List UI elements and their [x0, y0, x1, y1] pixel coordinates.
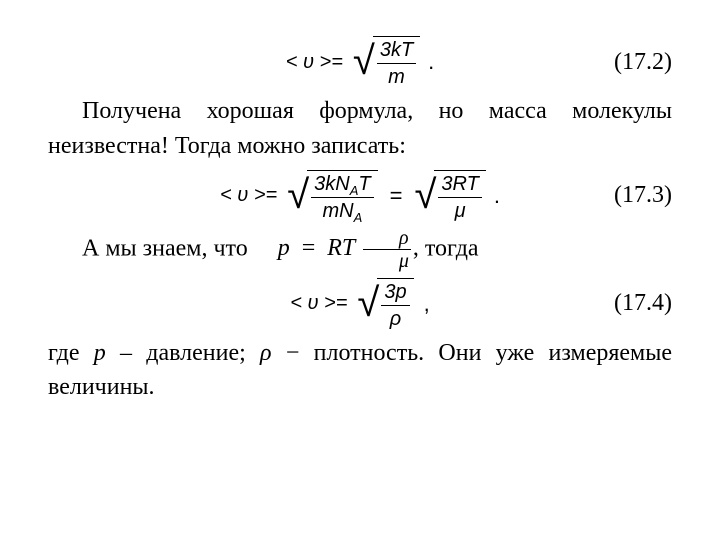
- fraction: 3kNAT mNA: [311, 173, 373, 222]
- paragraph-2: А мы знаем, что p = RT ρ μ , тогда: [48, 228, 672, 272]
- numerator: ρ: [363, 228, 411, 250]
- eq-lhs: < υ >=: [220, 184, 281, 207]
- page-body: < υ >= √ 3kT m . (17.2) Получена хорошая…: [0, 0, 720, 431]
- equals-sign: =: [296, 235, 322, 261]
- den-part: mN: [322, 200, 353, 222]
- equation-17-4: < υ >= √ 3p ρ , (17.4): [48, 278, 672, 330]
- equation-17-3: < υ >= √ 3kNAT mNA =: [48, 170, 672, 222]
- radicand: 3p ρ: [377, 278, 413, 330]
- sqrt-symbol: √ 3kNAT mNA: [287, 170, 377, 222]
- sqrt-symbol: √ 3kT m: [353, 36, 420, 88]
- inline-equation: p = RT ρ μ ,: [278, 235, 425, 261]
- equation-17-2: < υ >= √ 3kT m . (17.2): [48, 36, 672, 88]
- sqrt-symbol: √ 3p ρ: [357, 278, 413, 330]
- eq-trail: .: [492, 183, 500, 209]
- paragraph-3: где p – давление; ρ − плотность. Они уже…: [48, 336, 672, 406]
- radicand: 3kNAT mNA: [307, 170, 377, 222]
- denominator: mNA: [311, 198, 373, 222]
- eq-expression: < υ >= √ 3kNAT mNA =: [220, 170, 500, 222]
- num-part: 3kN: [314, 173, 350, 195]
- fraction: 3RT μ: [438, 173, 481, 222]
- denominator: m: [377, 64, 416, 88]
- fraction: 3kT m: [377, 39, 416, 88]
- var-p: p: [278, 235, 290, 261]
- var-rho: ρ: [260, 340, 272, 366]
- eq-trail: .: [426, 49, 434, 75]
- equals-sign: =: [384, 183, 409, 209]
- numerator: 3kT: [377, 39, 416, 64]
- denominator: μ: [438, 198, 481, 222]
- text-part: А мы знаем, что: [82, 235, 248, 261]
- text-part: где: [48, 340, 94, 366]
- eq-number: (17.4): [430, 290, 672, 317]
- fraction: 3p ρ: [381, 281, 409, 330]
- subscript: A: [354, 210, 363, 225]
- paragraph-1: Получена хорошая формула, но масса молек…: [48, 94, 672, 164]
- numerator: 3p: [381, 281, 409, 306]
- num-part: T: [358, 173, 370, 195]
- eq-number: (17.3): [500, 182, 672, 209]
- denominator: ρ: [381, 306, 409, 330]
- sqrt-symbol: √ 3RT μ: [414, 170, 485, 222]
- eq-lhs: < υ >=: [286, 51, 347, 74]
- eq-trail: ,: [420, 291, 430, 317]
- inline-trail: ,: [413, 235, 419, 261]
- eq-expression: < υ >= √ 3p ρ ,: [290, 278, 429, 330]
- eq-number: (17.2): [434, 49, 672, 76]
- eq-lhs: < υ >=: [290, 292, 351, 315]
- radical-icon: √: [353, 35, 375, 87]
- text-part: тогда: [425, 235, 479, 261]
- eq-expression: < υ >= √ 3kT m .: [286, 36, 435, 88]
- text-part: – давление;: [106, 340, 260, 366]
- radicand: 3RT μ: [434, 170, 485, 222]
- inline-fraction: ρ μ: [363, 228, 411, 272]
- numerator: 3kNAT: [311, 173, 373, 198]
- denominator: μ: [363, 250, 411, 272]
- radicand: 3kT m: [373, 36, 420, 88]
- radical-icon: √: [287, 169, 309, 221]
- radical-icon: √: [414, 169, 436, 221]
- numerator: 3RT: [438, 173, 481, 198]
- radical-icon: √: [357, 277, 379, 329]
- var-p: p: [94, 340, 106, 366]
- var-rt: RT: [327, 235, 355, 261]
